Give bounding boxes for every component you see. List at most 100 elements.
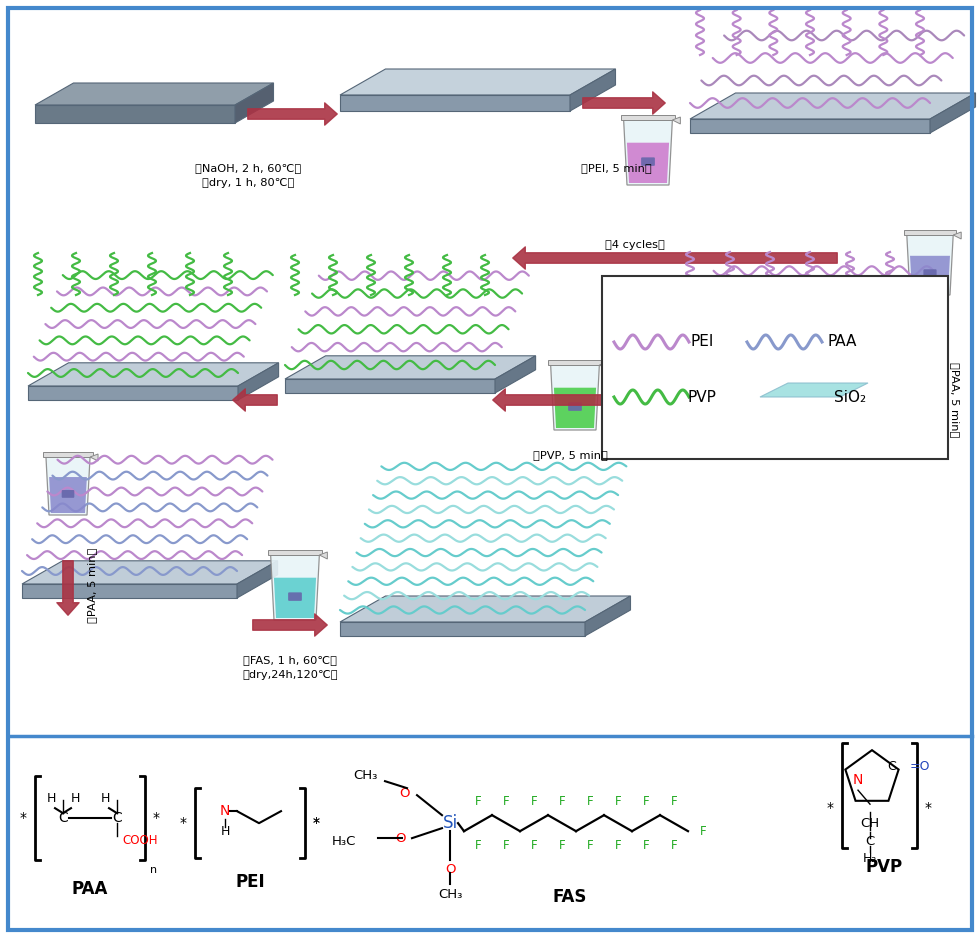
Polygon shape [35,83,273,105]
Polygon shape [340,95,570,111]
Text: F: F [474,839,481,852]
Text: O: O [400,787,410,800]
Polygon shape [285,356,536,379]
Polygon shape [35,105,235,123]
Text: PAA: PAA [72,880,108,899]
Text: SiO₂: SiO₂ [834,389,866,404]
Text: F: F [643,794,650,808]
Polygon shape [904,230,956,235]
Polygon shape [620,115,675,120]
Text: C: C [112,811,122,825]
FancyBboxPatch shape [568,402,582,411]
Polygon shape [285,379,495,393]
Text: CH: CH [860,817,880,830]
Polygon shape [235,83,273,123]
Text: *: * [20,811,27,825]
Text: （PAA, 5 min）: （PAA, 5 min） [87,547,97,623]
Polygon shape [237,561,277,598]
Text: F: F [587,794,593,808]
Polygon shape [238,363,278,400]
Polygon shape [28,363,278,386]
Text: F: F [700,825,707,838]
FancyBboxPatch shape [62,490,74,498]
Text: *: * [313,816,320,830]
Polygon shape [570,69,615,111]
Text: PEI: PEI [690,335,713,350]
Text: O: O [396,832,406,844]
Text: PVP: PVP [866,858,903,876]
Text: （dry,24h,120℃）: （dry,24h,120℃） [242,670,338,680]
Polygon shape [49,477,87,513]
Text: F: F [559,839,565,852]
Polygon shape [623,120,672,185]
Text: F: F [614,839,621,852]
Text: （PAA, 5 min）: （PAA, 5 min） [950,362,960,438]
Polygon shape [680,365,900,379]
Text: （PEI, 5 min）: （PEI, 5 min） [580,163,652,173]
Polygon shape [672,117,680,124]
Text: F: F [474,794,481,808]
Text: F: F [643,839,650,852]
Text: H₃C: H₃C [331,835,356,848]
Text: *: * [153,811,160,825]
Text: F: F [559,794,565,808]
Polygon shape [760,383,868,397]
Text: FAS: FAS [553,888,587,906]
FancyBboxPatch shape [641,158,655,166]
Polygon shape [22,561,277,584]
Text: H: H [220,825,229,838]
FancyBboxPatch shape [288,593,302,601]
Polygon shape [319,552,327,559]
Text: H: H [100,792,110,805]
Text: PVP: PVP [688,389,716,404]
Polygon shape [900,341,942,379]
Polygon shape [690,93,975,119]
Text: *: * [313,816,320,830]
Text: N: N [220,804,230,818]
Text: Si: Si [442,814,458,832]
Text: C: C [58,811,68,825]
Text: *: * [827,801,834,815]
Text: CH₃: CH₃ [438,888,463,901]
Text: F: F [670,794,677,808]
Polygon shape [268,550,322,555]
Text: F: F [503,794,510,808]
Text: （NaOH, 2 h, 60℃）: （NaOH, 2 h, 60℃） [195,163,301,173]
Text: F: F [531,794,537,808]
Text: N: N [853,773,863,787]
Text: n: n [150,865,157,875]
Polygon shape [600,362,608,369]
Text: PAA: PAA [827,335,857,350]
Polygon shape [340,69,615,95]
Polygon shape [585,596,630,636]
Text: C: C [865,835,874,848]
Polygon shape [627,143,669,183]
Polygon shape [22,584,237,598]
Text: C: C [888,760,897,773]
Text: F: F [614,794,621,808]
Text: H₂: H₂ [862,852,877,865]
Text: COOH: COOH [122,834,158,847]
Polygon shape [690,119,930,133]
FancyBboxPatch shape [923,269,937,278]
Polygon shape [274,578,317,618]
Text: F: F [503,839,510,852]
Text: O: O [445,863,456,876]
Polygon shape [680,341,942,365]
Polygon shape [340,596,630,622]
Polygon shape [46,457,90,515]
Text: PEI: PEI [235,873,265,891]
Polygon shape [910,256,950,293]
Text: H: H [71,792,79,805]
FancyBboxPatch shape [602,276,948,459]
Polygon shape [270,555,319,620]
Polygon shape [90,454,98,461]
Text: F: F [670,839,677,852]
Text: （dry, 1 h, 80℃）: （dry, 1 h, 80℃） [202,178,294,188]
Text: *: * [925,801,932,815]
Polygon shape [930,93,975,133]
Polygon shape [495,356,536,393]
Polygon shape [28,386,238,400]
Text: （4 cycles）: （4 cycles） [605,240,665,250]
Polygon shape [548,360,603,365]
